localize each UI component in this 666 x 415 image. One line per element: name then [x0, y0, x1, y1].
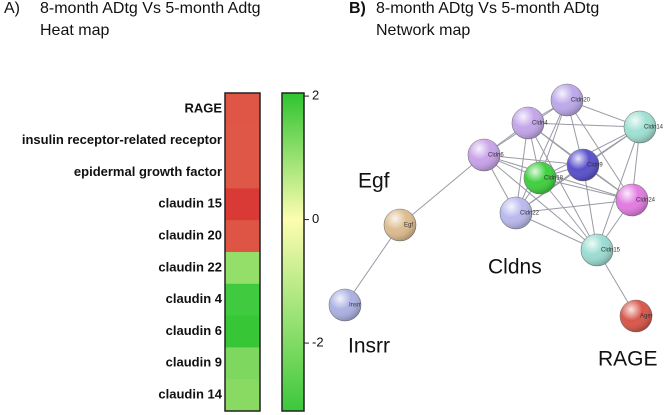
chart-title: 8-month ADtg Vs 5-month ADtg [376, 0, 599, 17]
panel-label: B) [349, 0, 366, 17]
node-shine [551, 84, 583, 116]
network-edge [483, 154, 584, 166]
heat-cell [225, 283, 260, 317]
row-label: claudin 6 [166, 323, 222, 338]
network-edge [527, 122, 641, 128]
row-label: claudin 4 [166, 291, 223, 306]
group-label: Insrr [348, 335, 390, 358]
heat-cell [225, 379, 260, 412]
node-label: Ager [640, 314, 653, 320]
group-label: RAGE [598, 348, 658, 371]
row-label: epidermal growth factor [74, 164, 222, 179]
network-edge [483, 154, 598, 251]
node-label: Cldn20 [571, 98, 591, 104]
node-shine [616, 184, 648, 216]
heatmap-border [224, 92, 261, 412]
network-edge [515, 199, 633, 214]
node-shine [624, 111, 656, 143]
network-edge [483, 154, 633, 201]
node-shine [620, 300, 652, 332]
node-shine [581, 234, 613, 266]
network-edge [527, 122, 598, 251]
node-shine [567, 149, 599, 181]
panel-label: A) [4, 0, 20, 17]
row-label: claudin 20 [158, 228, 222, 243]
heat-cell [225, 252, 260, 285]
row-label: claudin 22 [158, 259, 222, 274]
colorbar-tick-label: -2 [312, 335, 324, 350]
network-edge [399, 154, 485, 226]
heat-cell [225, 347, 260, 380]
network-edge [566, 99, 633, 201]
heat-cell [225, 124, 260, 158]
heat-cell [225, 93, 260, 126]
node-label: Cldn22 [520, 211, 540, 217]
chart-subtitle: Network map [376, 22, 470, 39]
node-shine [512, 107, 544, 139]
chart-subtitle: Heat map [40, 22, 109, 39]
row-label: RAGE [184, 100, 222, 115]
chart-title: 8-month ADtg Vs 5-month Adtg [40, 0, 261, 17]
colorbar-tick-label: 0 [312, 211, 319, 226]
node-label: Cldn4 [532, 121, 548, 127]
row-label: claudin 14 [158, 387, 222, 402]
network-edge [515, 99, 568, 214]
row-label: claudin 9 [166, 355, 222, 370]
node-label: Cldn15 [601, 248, 621, 254]
heat-cell [225, 315, 260, 348]
row-label: claudin 15 [158, 196, 222, 211]
row-label: insulin receptor-related receptor [22, 132, 222, 147]
node-label: Cldn9 [587, 163, 603, 169]
node-label: Cldn24 [636, 198, 656, 204]
network-edge [596, 126, 641, 251]
colorbar-tick-label: 2 [312, 88, 319, 103]
heat-cell [225, 220, 260, 253]
node-shine [468, 139, 500, 171]
node-label: Egf [404, 223, 413, 229]
heat-cell [225, 156, 260, 189]
node-shine [329, 289, 361, 321]
node-shine [524, 162, 556, 194]
node-shine [500, 197, 532, 229]
group-label: Egf [358, 170, 390, 193]
colorbar [281, 92, 305, 412]
node-shine [384, 209, 416, 241]
group-label: Cldns [488, 256, 542, 279]
node-label: Cldn18 [544, 176, 564, 182]
node-label: Cldn6 [488, 153, 504, 159]
heat-cell [225, 188, 260, 221]
node-label: Cldn14 [644, 125, 664, 131]
node-label: Insrr [349, 303, 361, 309]
